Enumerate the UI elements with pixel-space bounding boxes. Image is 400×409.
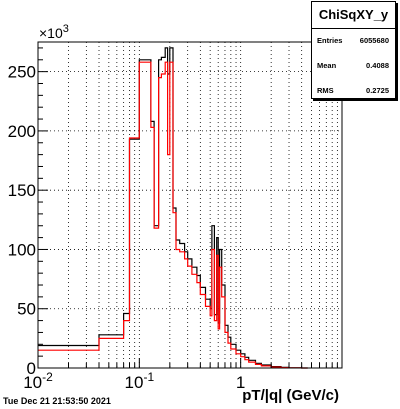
grid-lines [38, 42, 342, 368]
axis-ticks [37, 47, 338, 369]
y-tick-label: 50 [17, 300, 36, 319]
x-tick-label-exponent: -2 [42, 370, 53, 384]
y-tick-label: 100 [8, 240, 36, 259]
plot-series [38, 47, 308, 369]
y-tick-label: 200 [8, 122, 36, 141]
stats-value: 0.4088 [366, 61, 389, 70]
stats-box: ChiSqXY_y Entries 6055680 Mean 0.4088 RM… [311, 1, 396, 99]
y-tick-label: 250 [8, 63, 36, 82]
x-tick-label: 10-2 [23, 370, 53, 392]
y-multiplier-base: ×10 [39, 25, 63, 41]
stats-value: 6055680 [359, 36, 389, 45]
y-tick-label: 0 [27, 359, 36, 378]
x-tick-label-base: 1 [236, 373, 245, 392]
plot-frame [37, 41, 343, 369]
timestamp-footer: Tue Dec 21 21:53:50 2021 [3, 396, 111, 406]
stats-label: Mean [317, 61, 337, 70]
y-multiplier-exponent: 3 [63, 23, 69, 35]
x-tick-label-base: 10 [125, 373, 144, 392]
series-line-1 [38, 61, 308, 369]
x-axis-label: pT/|q| (GeV/c) [242, 387, 339, 404]
stats-title: ChiSqXY_y [312, 2, 395, 29]
y-multiplier-label: ×103 [39, 23, 69, 41]
x-tick-label-base: 10 [23, 373, 42, 392]
x-tick-label-exponent: -1 [143, 370, 154, 384]
stats-value: 0.2725 [366, 86, 389, 95]
y-tick-label: 150 [8, 181, 36, 200]
stats-label: Entries [317, 36, 343, 45]
x-tick-label: 10-1 [125, 370, 155, 392]
x-tick-label: 1 [236, 373, 245, 392]
stats-label: RMS [317, 86, 334, 95]
